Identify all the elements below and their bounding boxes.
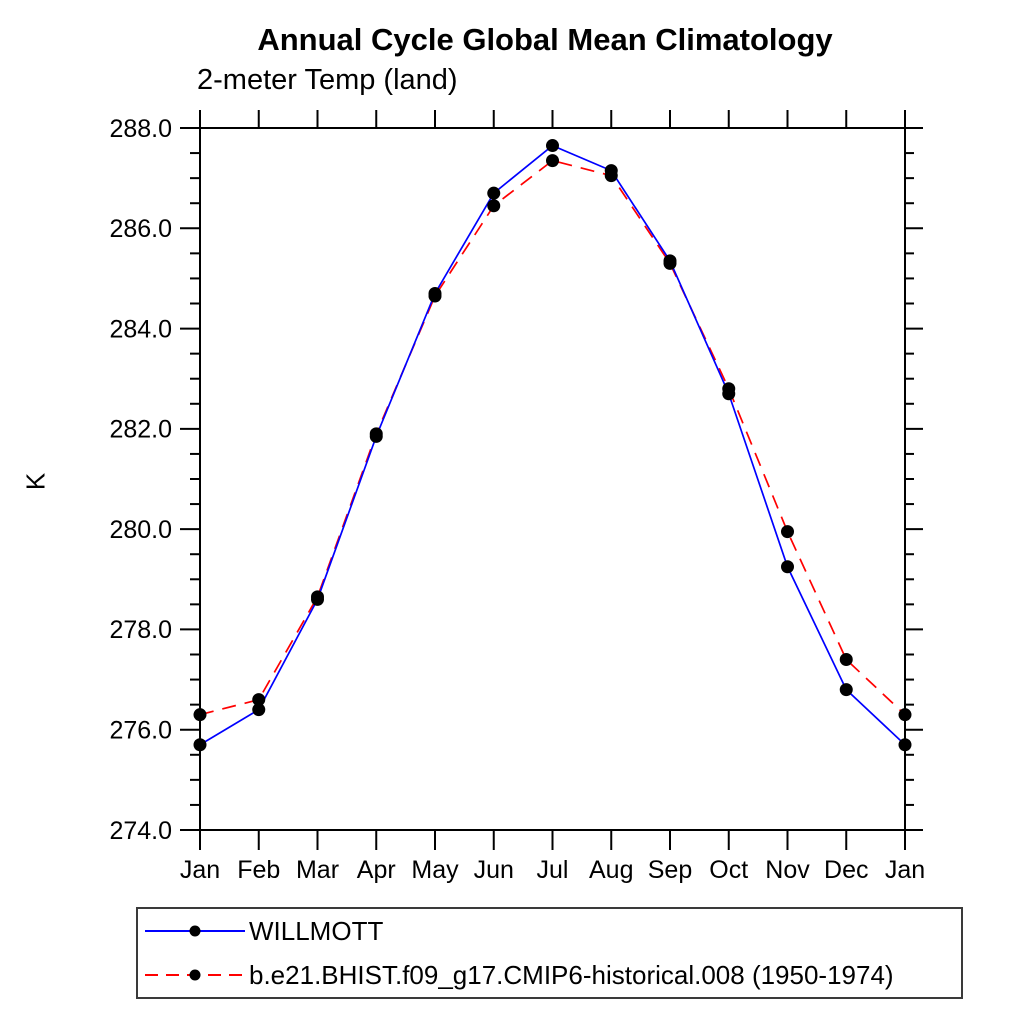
y-tick-label: 276.0 [109, 716, 172, 744]
x-tick-label: Jul [537, 856, 569, 884]
legend-entry-model: b.e21.BHIST.f09_g17.CMIP6-historical.008… [138, 955, 961, 995]
legend-marker-dot [189, 925, 201, 937]
legend-box: WILLMOTT b.e21.BHIST.f09_g17.CMIP6-histo… [136, 907, 963, 999]
series-line-willmott [199, 144, 906, 746]
x-tick-label: Apr [357, 856, 396, 884]
data-point-marker [839, 653, 853, 667]
data-point-marker [898, 708, 912, 722]
legend-label-willmott: WILLMOTT [249, 915, 384, 946]
x-tick-label: Jun [474, 856, 514, 884]
x-tick-label: Aug [589, 856, 633, 884]
y-tick-label: 284.0 [109, 315, 172, 343]
x-tick-label: Feb [237, 856, 280, 884]
x-tick-label: Jan [885, 856, 925, 884]
x-tick-label: May [411, 856, 459, 884]
legend-label-model: b.e21.BHIST.f09_g17.CMIP6-historical.008… [249, 959, 894, 990]
x-tick-label: Jan [180, 856, 220, 884]
data-point-marker [546, 139, 559, 153]
x-tick-label: Sep [648, 856, 692, 884]
y-tick-label: 282.0 [109, 416, 172, 444]
legend-sample-dashed-line [145, 969, 245, 981]
legend-entry-willmott: WILLMOTT [138, 911, 961, 951]
series-line-model [199, 159, 906, 716]
x-tick-label: Dec [824, 856, 868, 884]
data-point-marker [663, 256, 677, 270]
y-tick-label: 274.0 [109, 817, 172, 845]
data-point-marker [546, 154, 559, 168]
data-point-marker [193, 708, 207, 722]
y-tick-label: 288.0 [109, 115, 172, 143]
data-point-marker [369, 427, 383, 441]
data-point-marker [781, 560, 794, 574]
legend-sample-solid-line [145, 925, 245, 937]
data-point-marker [781, 525, 794, 539]
data-point-marker [722, 382, 736, 396]
x-tick-label: Nov [765, 856, 810, 884]
data-point-marker [839, 683, 853, 697]
y-tick-label: 280.0 [109, 516, 172, 544]
data-point-marker [487, 186, 501, 200]
data-point-marker [193, 738, 207, 752]
data-point-marker [604, 169, 618, 183]
legend-marker-dot [189, 969, 201, 981]
y-tick-label: 286.0 [109, 215, 172, 243]
x-tick-label: Mar [296, 856, 339, 884]
plot-frame [199, 127, 906, 831]
data-point-marker [428, 289, 442, 303]
data-point-marker [311, 590, 324, 604]
chart-title: Annual Cycle Global Mean Climatology [257, 22, 833, 57]
data-point-marker [252, 703, 266, 717]
chart-subtitle: 2-meter Temp (land) [197, 64, 458, 96]
data-point-marker [898, 738, 912, 752]
data-point-marker [252, 693, 266, 707]
x-tick-label: Oct [709, 856, 748, 884]
y-tick-label: 278.0 [109, 616, 172, 644]
data-point-marker [487, 199, 501, 213]
